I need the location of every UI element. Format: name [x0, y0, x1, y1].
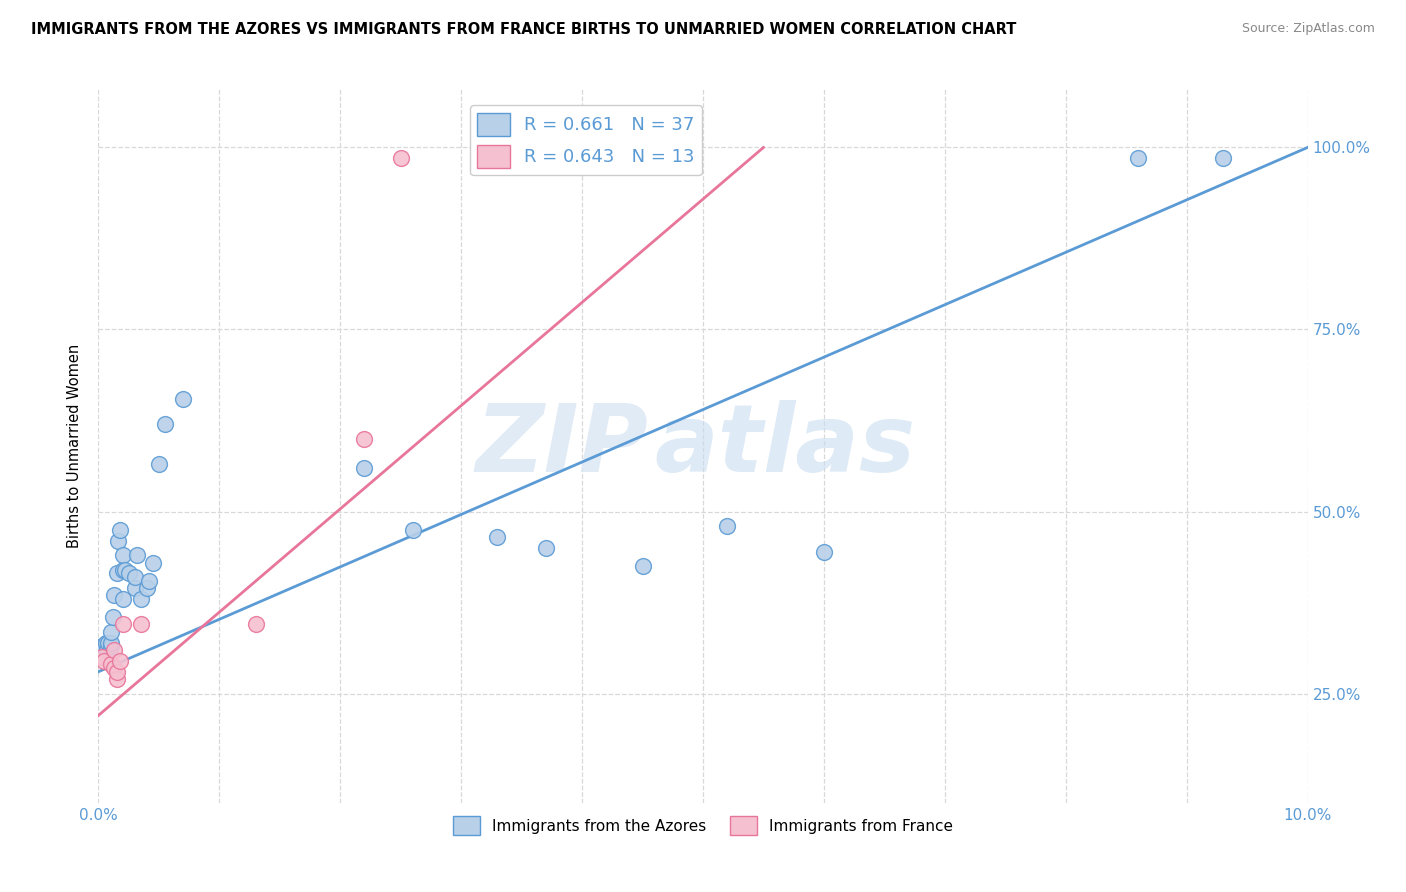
Point: [138, 574, 160, 588]
Text: Source: ZipAtlas.com: Source: ZipAtlas.com: [1241, 22, 1375, 36]
Point: [111, 548, 134, 562]
Point: [105, 665, 128, 679]
Point: [96, 643, 118, 657]
Point: [91, 650, 114, 665]
Point: [107, 533, 129, 548]
Point: [108, 523, 131, 537]
Point: [153, 417, 176, 432]
Point: [118, 566, 141, 581]
Point: [245, 617, 267, 632]
Text: ZIP: ZIP: [475, 400, 648, 492]
Point: [389, 152, 412, 166]
Point: [353, 432, 375, 446]
Text: IMMIGRANTS FROM THE AZORES VS IMMIGRANTS FROM FRANCE BIRTHS TO UNMARRIED WOMEN C: IMMIGRANTS FROM THE AZORES VS IMMIGRANTS…: [31, 22, 1017, 37]
Legend: Immigrants from the Azores, Immigrants from France: Immigrants from the Azores, Immigrants f…: [447, 810, 959, 841]
Point: [91, 639, 114, 653]
Point: [111, 563, 134, 577]
Point: [100, 657, 122, 672]
Point: [127, 548, 149, 562]
Point: [172, 392, 194, 406]
Point: [101, 610, 124, 624]
Y-axis label: Births to Unmarried Women: Births to Unmarried Women: [67, 344, 83, 548]
Point: [114, 563, 136, 577]
Point: [97, 635, 120, 649]
Point: [103, 661, 125, 675]
Point: [105, 672, 128, 686]
Point: [94, 635, 117, 649]
Point: [124, 581, 146, 595]
Point: [402, 523, 425, 537]
Point: [534, 541, 557, 555]
Point: [1212, 152, 1234, 166]
Point: [108, 654, 131, 668]
Point: [716, 519, 738, 533]
Point: [486, 530, 509, 544]
Point: [129, 617, 152, 632]
Point: [93, 639, 115, 653]
Point: [105, 566, 128, 581]
Point: [103, 643, 125, 657]
Point: [135, 581, 157, 595]
Point: [142, 556, 165, 570]
Point: [148, 457, 170, 471]
Text: atlas: atlas: [655, 400, 915, 492]
Point: [1128, 152, 1150, 166]
Point: [111, 617, 134, 632]
Point: [129, 591, 152, 606]
Point: [631, 559, 654, 574]
Point: [111, 591, 134, 606]
Point: [813, 544, 835, 558]
Point: [103, 588, 125, 602]
Point: [100, 624, 122, 639]
Point: [100, 639, 122, 653]
Point: [124, 570, 146, 584]
Point: [353, 460, 375, 475]
Point: [93, 654, 115, 668]
Point: [100, 635, 122, 649]
